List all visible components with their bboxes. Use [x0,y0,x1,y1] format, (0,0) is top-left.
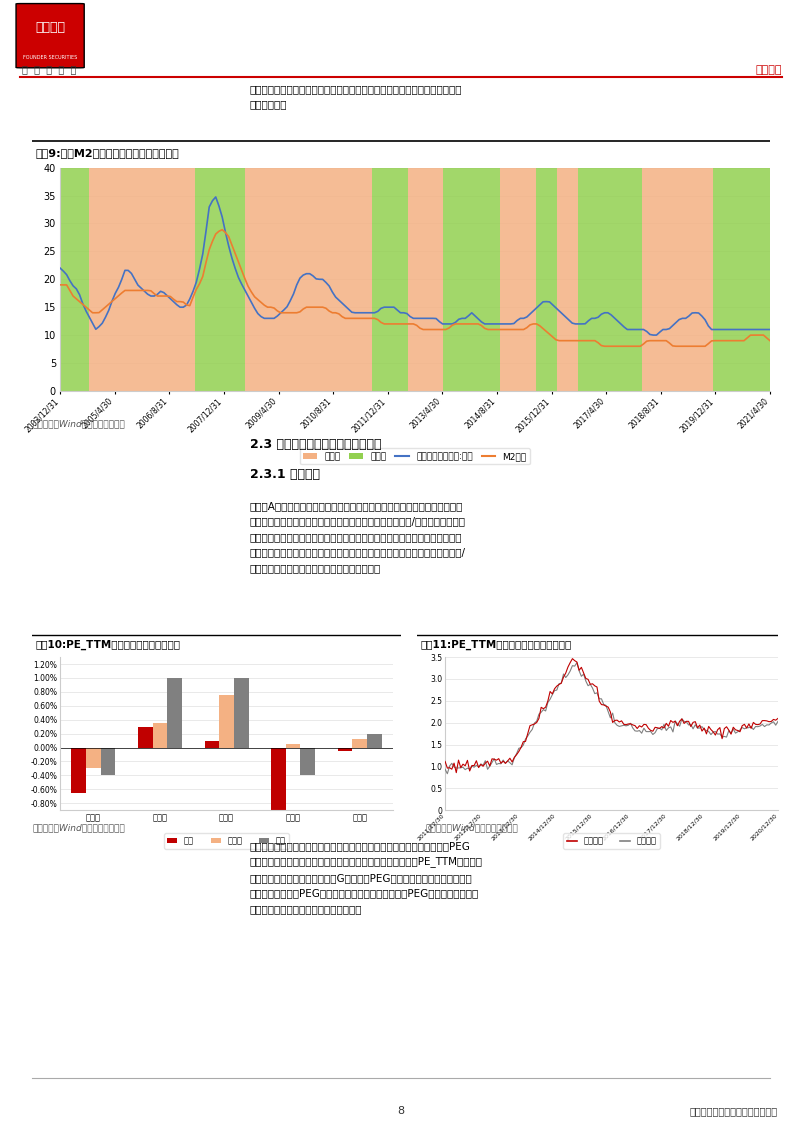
Bar [152,723,168,748]
Bar [408,168,444,391]
Bar [88,168,195,391]
Bar [271,748,286,813]
Bar [367,734,382,748]
Text: 图表10:PE_TTM历史分位数因子分组表现: 图表10:PE_TTM历史分位数因子分组表现 [36,639,180,649]
Bar [138,726,152,748]
Text: 2.3.1 估值因子: 2.3.1 估值因子 [249,468,320,480]
Text: 资料来源：Wind，方正证券研究所: 资料来源：Wind，方正证券研究所 [32,419,125,428]
Legend: 今月, 三个月, 半年: 今月, 三个月, 半年 [164,833,289,849]
Bar [168,678,182,748]
Bar [301,748,315,775]
Text: 方正证券: 方正证券 [35,22,66,34]
Text: 不论在A股市场还是海外市场，个股层面估值因子都具备长期有效性，低估值
的股票相比于高估值股票具备明显的超额收益。但是在行业/指数层面来看，估
值因子的表现却相对: 不论在A股市场还是海外市场，个股层面估值因子都具备长期有效性，低估值 的股票相比… [249,501,466,573]
Bar [536,168,557,391]
Text: FOUNDER SECURITIES: FOUNDER SECURITIES [23,54,78,60]
Bar [205,741,219,748]
Bar [234,678,249,748]
Bar [245,168,372,391]
Bar [195,168,245,391]
Text: 虽然短期内估值本身不具备区分能力，但如果考虑了行业未来成长能力的PEG
指标，却有较好的区分能力。我们使用行业的最新估值水平（PE_TTM）和分析
师一致预期未: 虽然短期内估值本身不具备区分能力，但如果考虑了行业未来成长能力的PEG 指标，却… [249,841,483,914]
Bar [642,168,713,391]
Text: 资料来源：Wind，方正证券研究所: 资料来源：Wind，方正证券研究所 [425,824,518,833]
Bar [578,168,642,391]
Bar [219,696,234,748]
Text: 图表9:根据M2同比和社融同比划分信用周期: 图表9:根据M2同比和社融同比划分信用周期 [36,148,180,159]
Text: 2.3 各细分因子表现及最新得分明细: 2.3 各细分因子表现及最新得分明细 [249,437,381,451]
Text: 8: 8 [398,1106,404,1116]
Legend: 多头组合, 空头组合: 多头组合, 空头组合 [563,833,660,849]
Bar [286,744,301,748]
Bar [372,168,408,391]
Text: 图表11:PE_TTM历史分位数因子多空组表现: 图表11:PE_TTM历史分位数因子多空组表现 [420,639,572,649]
Bar [60,168,88,391]
Bar [101,748,115,775]
Bar [71,748,86,793]
Bar [86,748,101,768]
Bar [557,168,578,391]
Bar [713,168,770,391]
Legend: 宽信用, 紧信用, 社会融资规模存量:同比, M2同比: 宽信用, 紧信用, 社会融资规模存量:同比, M2同比 [300,449,530,465]
Text: 资料来源：Wind，方正证券研究所: 资料来源：Wind，方正证券研究所 [32,824,125,833]
Bar [500,168,536,391]
Bar [444,168,500,391]
Bar [352,739,367,748]
Text: 动态跟踪: 动态跟踪 [755,65,782,75]
Text: 敬请关注文后特别声明与免责条款: 敬请关注文后特别声明与免责条款 [690,1106,778,1116]
Text: 正  在  你  身  边: 正 在 你 身 边 [22,65,77,75]
Bar [338,748,352,751]
FancyBboxPatch shape [16,3,84,68]
Text: 同时下行则为紧信用周期，如两个指标发生背离，则使用上一期的状态作为当
前状态判断。: 同时下行则为紧信用周期，如两个指标发生背离，则使用上一期的状态作为当 前状态判断… [249,84,462,109]
